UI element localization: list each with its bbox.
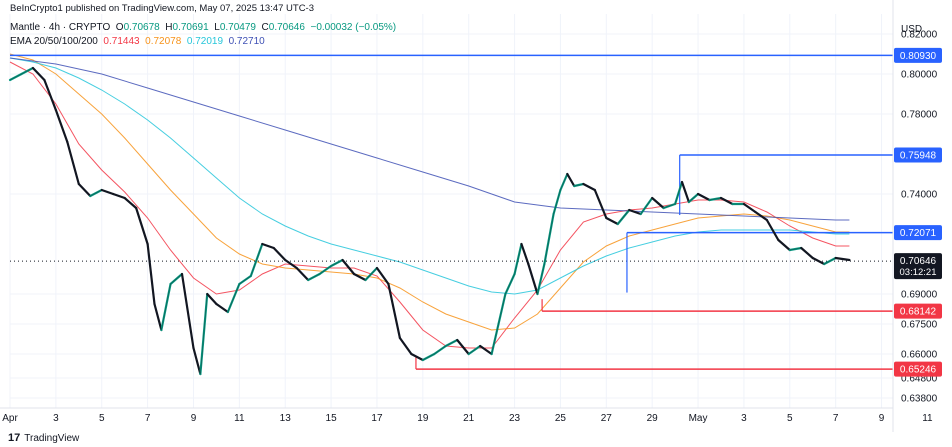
x-tick-label: 21: [463, 413, 475, 424]
ema-lines: [9, 53, 850, 349]
support-level-label: 0.68142: [900, 307, 937, 318]
ema-legend: EMA 20/50/100/200 0.71443 0.72078 0.7201…: [10, 36, 265, 47]
low-label: L: [214, 22, 220, 33]
ema-line-4: [9, 57, 850, 221]
close-value: 0.70646: [268, 22, 305, 33]
y-tick-label: 0.67500: [901, 320, 938, 331]
low-value: 0.70479: [219, 22, 256, 33]
resistance-level-label: 0.80930: [900, 51, 937, 62]
ema-line-3: [9, 57, 850, 295]
symbol-ohlc-row: Mantle · 4h · CRYPTO O0.70678 H0.70691 L…: [10, 22, 396, 33]
tradingview-logo-icon: 17: [8, 432, 21, 444]
resistance-level-tag: [894, 147, 942, 163]
x-tick-label: 23: [509, 413, 521, 424]
x-tick-label: 7: [833, 413, 839, 424]
tradingview-logo-text: TradingView: [24, 432, 80, 444]
resistance-level-label: 0.75948: [900, 151, 937, 162]
y-tick-label: 0.74000: [901, 190, 938, 201]
x-tick-label: 11: [922, 413, 933, 424]
y-tick-label: 0.69000: [901, 290, 938, 301]
axes: 0.82000 0.80000 0.78000 0.74000 0.69000 0.675…: [0, 0, 938, 432]
axis-tags: 0.80930 0.75948 0.72071 0.68142 0.65246 0.706…: [894, 47, 942, 377]
x-tick-label: 3: [741, 413, 747, 424]
x-tick-label: 9: [879, 413, 885, 424]
x-tick-label: 5: [99, 413, 105, 424]
y-tick-label: 0.82000: [901, 30, 938, 41]
tradingview-logo: 17 TradingView: [8, 432, 79, 444]
x-tick-label: 19: [417, 413, 429, 424]
support-level-label: 0.65246: [900, 365, 937, 376]
x-tick-label: 7: [145, 413, 151, 424]
support-level-tag: [894, 361, 942, 377]
x-tick-label: 11: [234, 413, 245, 424]
ema100-value: 0.72019: [186, 36, 224, 47]
change-value: −0.00032 (−0.05%): [310, 22, 397, 33]
high-label: H: [165, 22, 173, 33]
high-value: 0.70691: [172, 22, 209, 33]
ema-line-1: [9, 61, 850, 349]
ema50-value: 0.72078: [145, 36, 182, 47]
last-price-countdown: 03:12:21: [900, 267, 937, 278]
support-resistance-levels: [10, 54, 893, 370]
x-tick-label: 5: [787, 413, 793, 424]
ema200-value: 0.72710: [228, 36, 265, 47]
x-tick-label: 15: [326, 413, 338, 424]
published-line: BeInCrypto1 published on TradingView.com…: [10, 3, 314, 14]
support-level-tag: [894, 303, 942, 319]
y-tick-label: 0.78000: [901, 110, 938, 121]
x-tick-label: Apr: [2, 413, 18, 424]
x-tick-label: 17: [371, 413, 383, 424]
x-tick-label: 25: [555, 413, 567, 424]
x-tick-label: 13: [280, 413, 292, 424]
symbol-name[interactable]: Mantle · 4h · CRYPTO: [10, 22, 111, 33]
ema-label[interactable]: EMA 20/50/100/200: [10, 36, 98, 47]
last-price-label: 0.70646: [900, 256, 937, 267]
open-value: 0.70678: [123, 22, 160, 33]
close-label: C: [261, 22, 269, 33]
x-tick-label: 3: [53, 413, 59, 424]
resistance-level-tag: [894, 47, 942, 63]
x-tick-label: 9: [191, 413, 197, 424]
x-tick-label: 27: [601, 413, 613, 424]
ema20-value: 0.71443: [103, 36, 140, 47]
currency-label[interactable]: USD: [901, 24, 923, 35]
open-label: O: [115, 22, 124, 33]
resistance-level-tag: [894, 225, 942, 241]
x-tick-label: May: [689, 413, 708, 424]
y-tick-label: 0.64800: [901, 374, 938, 385]
y-tick-label: 0.80000: [901, 70, 938, 81]
price-path: [8, 66, 851, 376]
y-tick-label: 0.63800: [901, 394, 938, 405]
chart-grid: [9, 14, 893, 408]
resistance-level-label: 0.72071: [900, 228, 937, 239]
ema-line-2: [9, 53, 850, 331]
x-tick-label: 29: [647, 413, 659, 424]
y-tick-label: 0.66000: [901, 350, 938, 361]
price-line: [9, 67, 850, 375]
last-price-tag: [894, 253, 942, 280]
